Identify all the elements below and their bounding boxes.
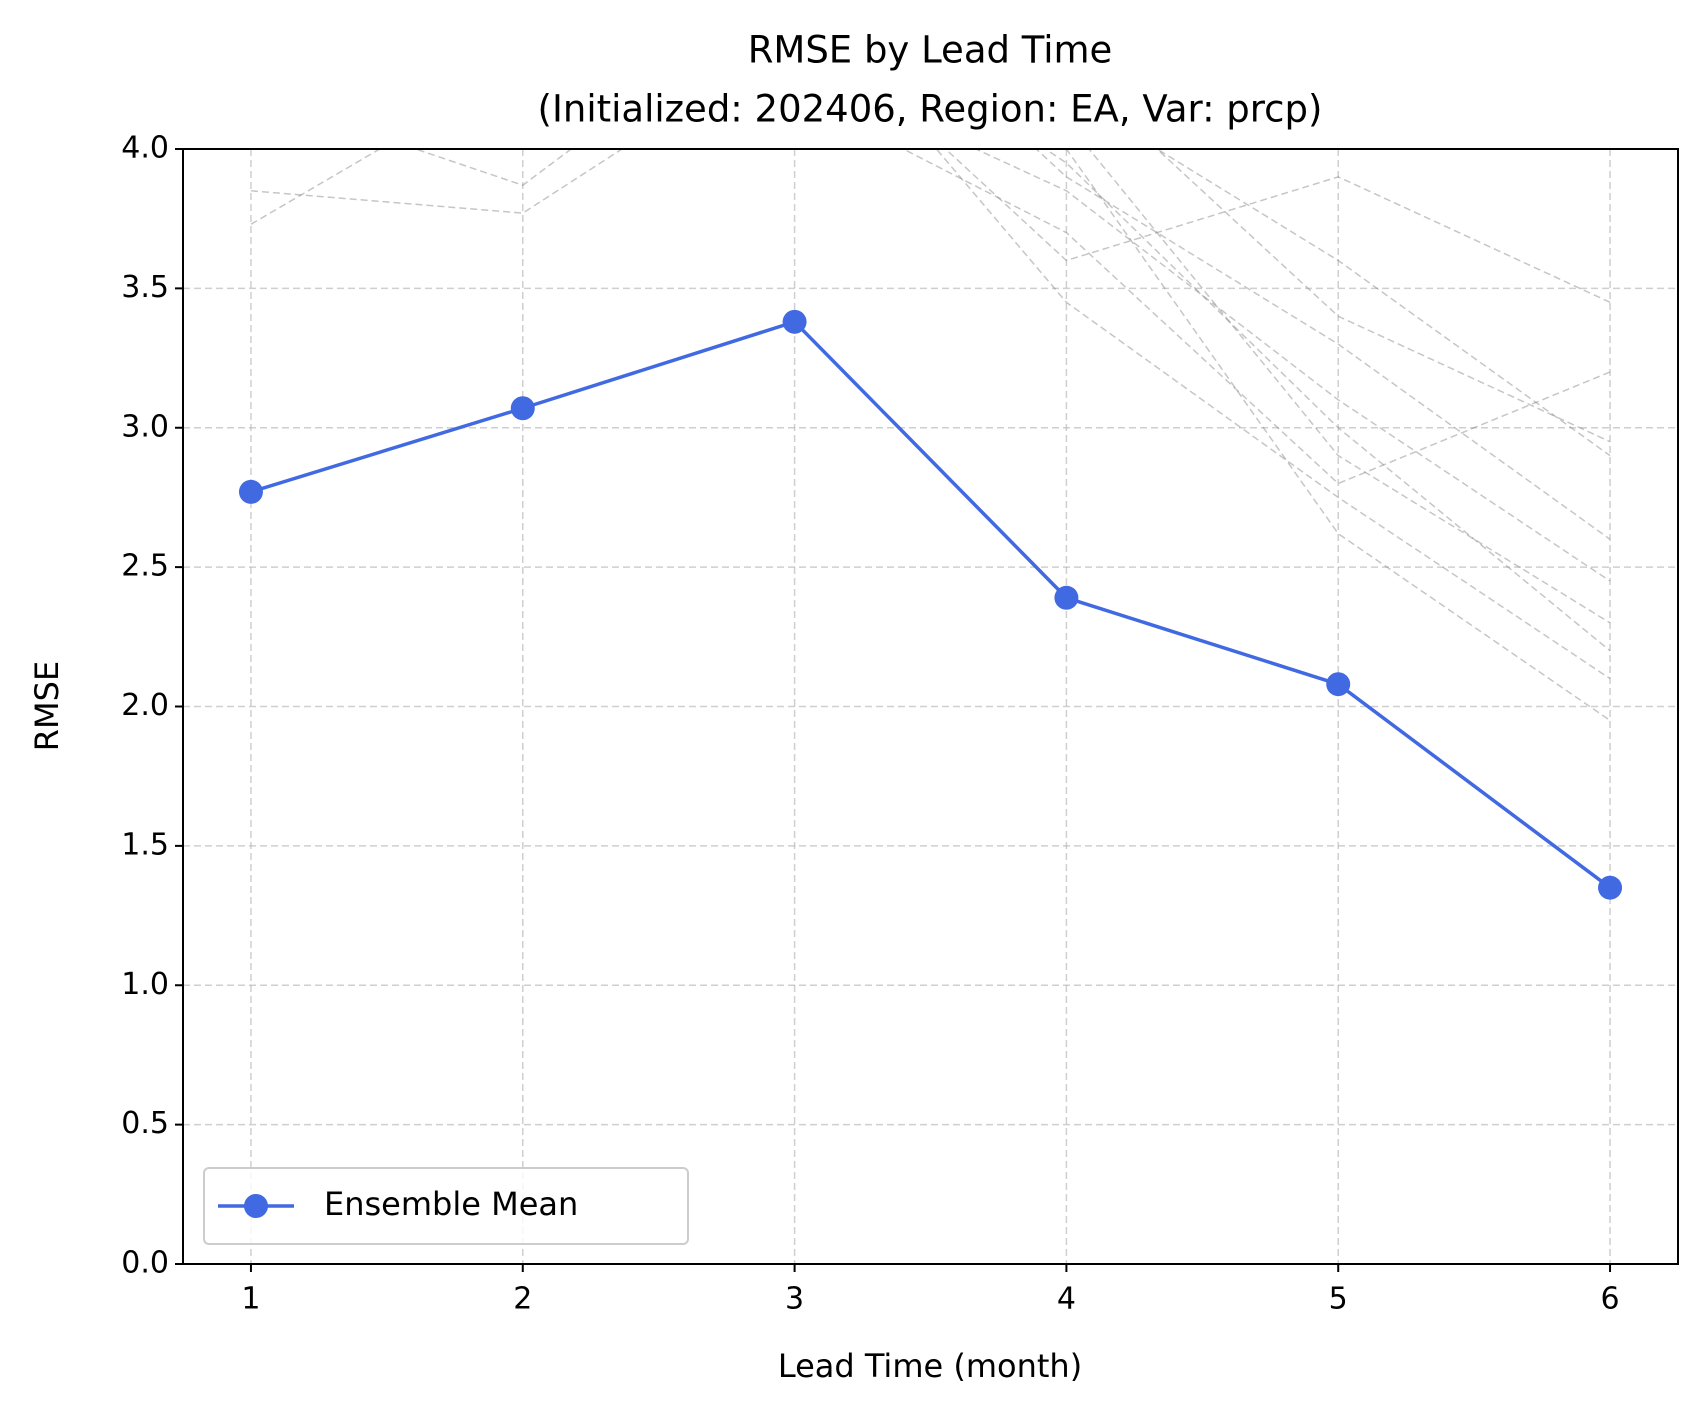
y-tick-label: 1.0 — [121, 967, 169, 1002]
member-line — [974, 149, 1611, 582]
y-tick-label: 0.5 — [121, 1106, 169, 1141]
x-tick-label: 2 — [513, 1282, 532, 1317]
chart-subtitle: (Initialized: 202406, Region: EA, Var: p… — [538, 88, 1323, 131]
member-line — [1044, 149, 1611, 652]
x-tick-label: 6 — [1600, 1282, 1619, 1317]
x-tick-label: 5 — [1329, 1282, 1348, 1317]
x-tick-label: 1 — [241, 1282, 260, 1317]
data-point — [782, 309, 807, 334]
legend: Ensemble Mean — [203, 1167, 689, 1245]
y-tick-label: 0.0 — [121, 1246, 169, 1281]
x-tick-label: 4 — [1057, 1282, 1076, 1317]
member-line — [901, 149, 1611, 485]
legend-marker — [244, 1194, 268, 1218]
legend-box — [203, 1167, 689, 1245]
y-tick-label: 1.5 — [121, 827, 169, 862]
member-line — [413, 149, 1611, 680]
legend-label: Ensemble Mean — [324, 1185, 578, 1223]
y-tick-label: 3.0 — [121, 409, 169, 444]
data-point — [510, 396, 535, 421]
series-line — [250, 319, 1612, 890]
data-point — [1054, 585, 1079, 610]
y-tick-label: 2.0 — [121, 688, 169, 723]
y-axis-label: RMSE — [28, 661, 66, 751]
members — [250, 149, 1611, 722]
plot-frame — [182, 148, 1679, 1265]
y-tick-label: 2.5 — [121, 549, 169, 584]
data-point — [1326, 672, 1351, 697]
x-axis-label: Lead Time (month) — [778, 1347, 1082, 1385]
y-tick-label: 3.5 — [121, 270, 169, 305]
chart-title: RMSE by Lead Time — [748, 29, 1113, 72]
y-tick-label: 4.0 — [121, 131, 169, 166]
data-point — [1598, 875, 1623, 900]
x-tick-label: 3 — [785, 1282, 804, 1317]
member-line — [1155, 149, 1611, 457]
member-line — [250, 149, 1611, 624]
member-line — [1155, 149, 1611, 443]
data-point — [238, 479, 263, 504]
grid: 0.0 0.5 1.0 1.5 2.0 2.5 3.0 3.5 4.0 1 2 3 4 5 6 — [121, 131, 1678, 1317]
series — [238, 309, 1623, 900]
member-line — [250, 149, 1611, 540]
